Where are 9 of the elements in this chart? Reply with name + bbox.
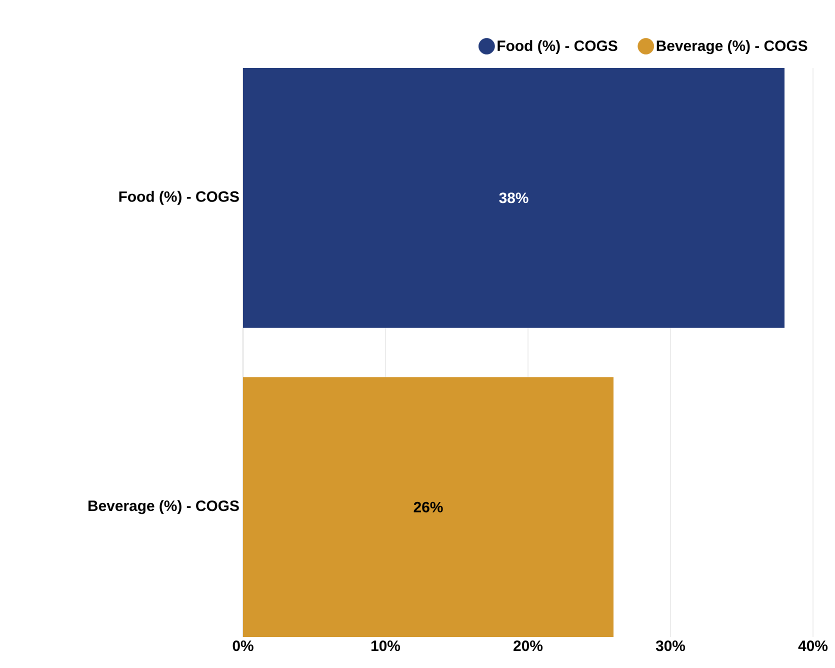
- x-tick-label: 0%: [232, 640, 254, 652]
- x-tick-label: 30%: [656, 640, 686, 652]
- data-label: 26%: [414, 502, 443, 512]
- x-tick-label: 20%: [514, 640, 543, 652]
- legend-label: Food (%) - COGS: [498, 40, 618, 54]
- x-tick-label: 40%: [798, 640, 828, 652]
- data-label: 38%: [499, 192, 528, 204]
- legend-label: Beverage (%) - COGS: [656, 40, 808, 54]
- x-tick-label: 10%: [371, 640, 400, 652]
